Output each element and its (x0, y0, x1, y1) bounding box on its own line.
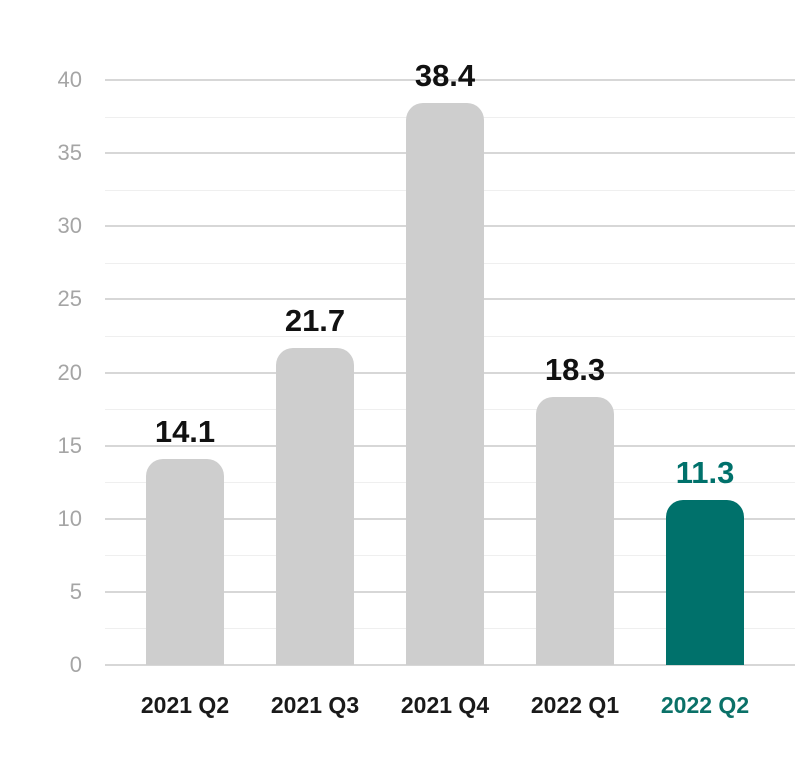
bar-value-label: 21.7 (284, 302, 346, 338)
y-axis-tick-label-20: 20 (57, 359, 82, 385)
y-axis-tick-label-5: 5 (69, 578, 82, 604)
x-axis-category-label: 2021 Q4 (400, 692, 490, 718)
y-axis-tick-label-10: 10 (57, 505, 82, 531)
x-axis-category-label: 2022 Q1 (530, 692, 620, 718)
y-axis-tick-label-25: 25 (57, 286, 82, 312)
x-axis-category-label: 2022 Q2 (660, 692, 750, 718)
y-axis-tick-label-35: 35 (57, 140, 82, 166)
gridline-major-40 (105, 79, 795, 81)
bar-value-label: 11.3 (675, 454, 735, 490)
bar-value-label: 18.3 (544, 352, 606, 388)
bar-2022-q2 (666, 499, 744, 665)
bar-value-label: 38.4 (414, 58, 476, 94)
gridline-major-0 (105, 664, 795, 666)
x-axis-category-label: 2021 Q2 (140, 692, 230, 718)
y-axis-tick-label-0: 0 (69, 652, 82, 677)
bar-2021-q2 (146, 458, 224, 665)
y-axis-tick-label-40: 40 (57, 67, 82, 92)
bar-2021-q3 (276, 347, 354, 665)
bar-2021-q4 (406, 103, 484, 665)
plot-area: 14.1 21.7 38.4 18.3 11.3 (105, 58, 795, 666)
x-axis-category-label: 2021 Q3 (270, 692, 360, 718)
y-axis-tick-label-30: 30 (57, 213, 82, 239)
y-axis-tick-label-15: 15 (57, 432, 82, 458)
bar-2022-q1 (536, 397, 614, 665)
bar-value-label: 14.1 (154, 413, 216, 449)
